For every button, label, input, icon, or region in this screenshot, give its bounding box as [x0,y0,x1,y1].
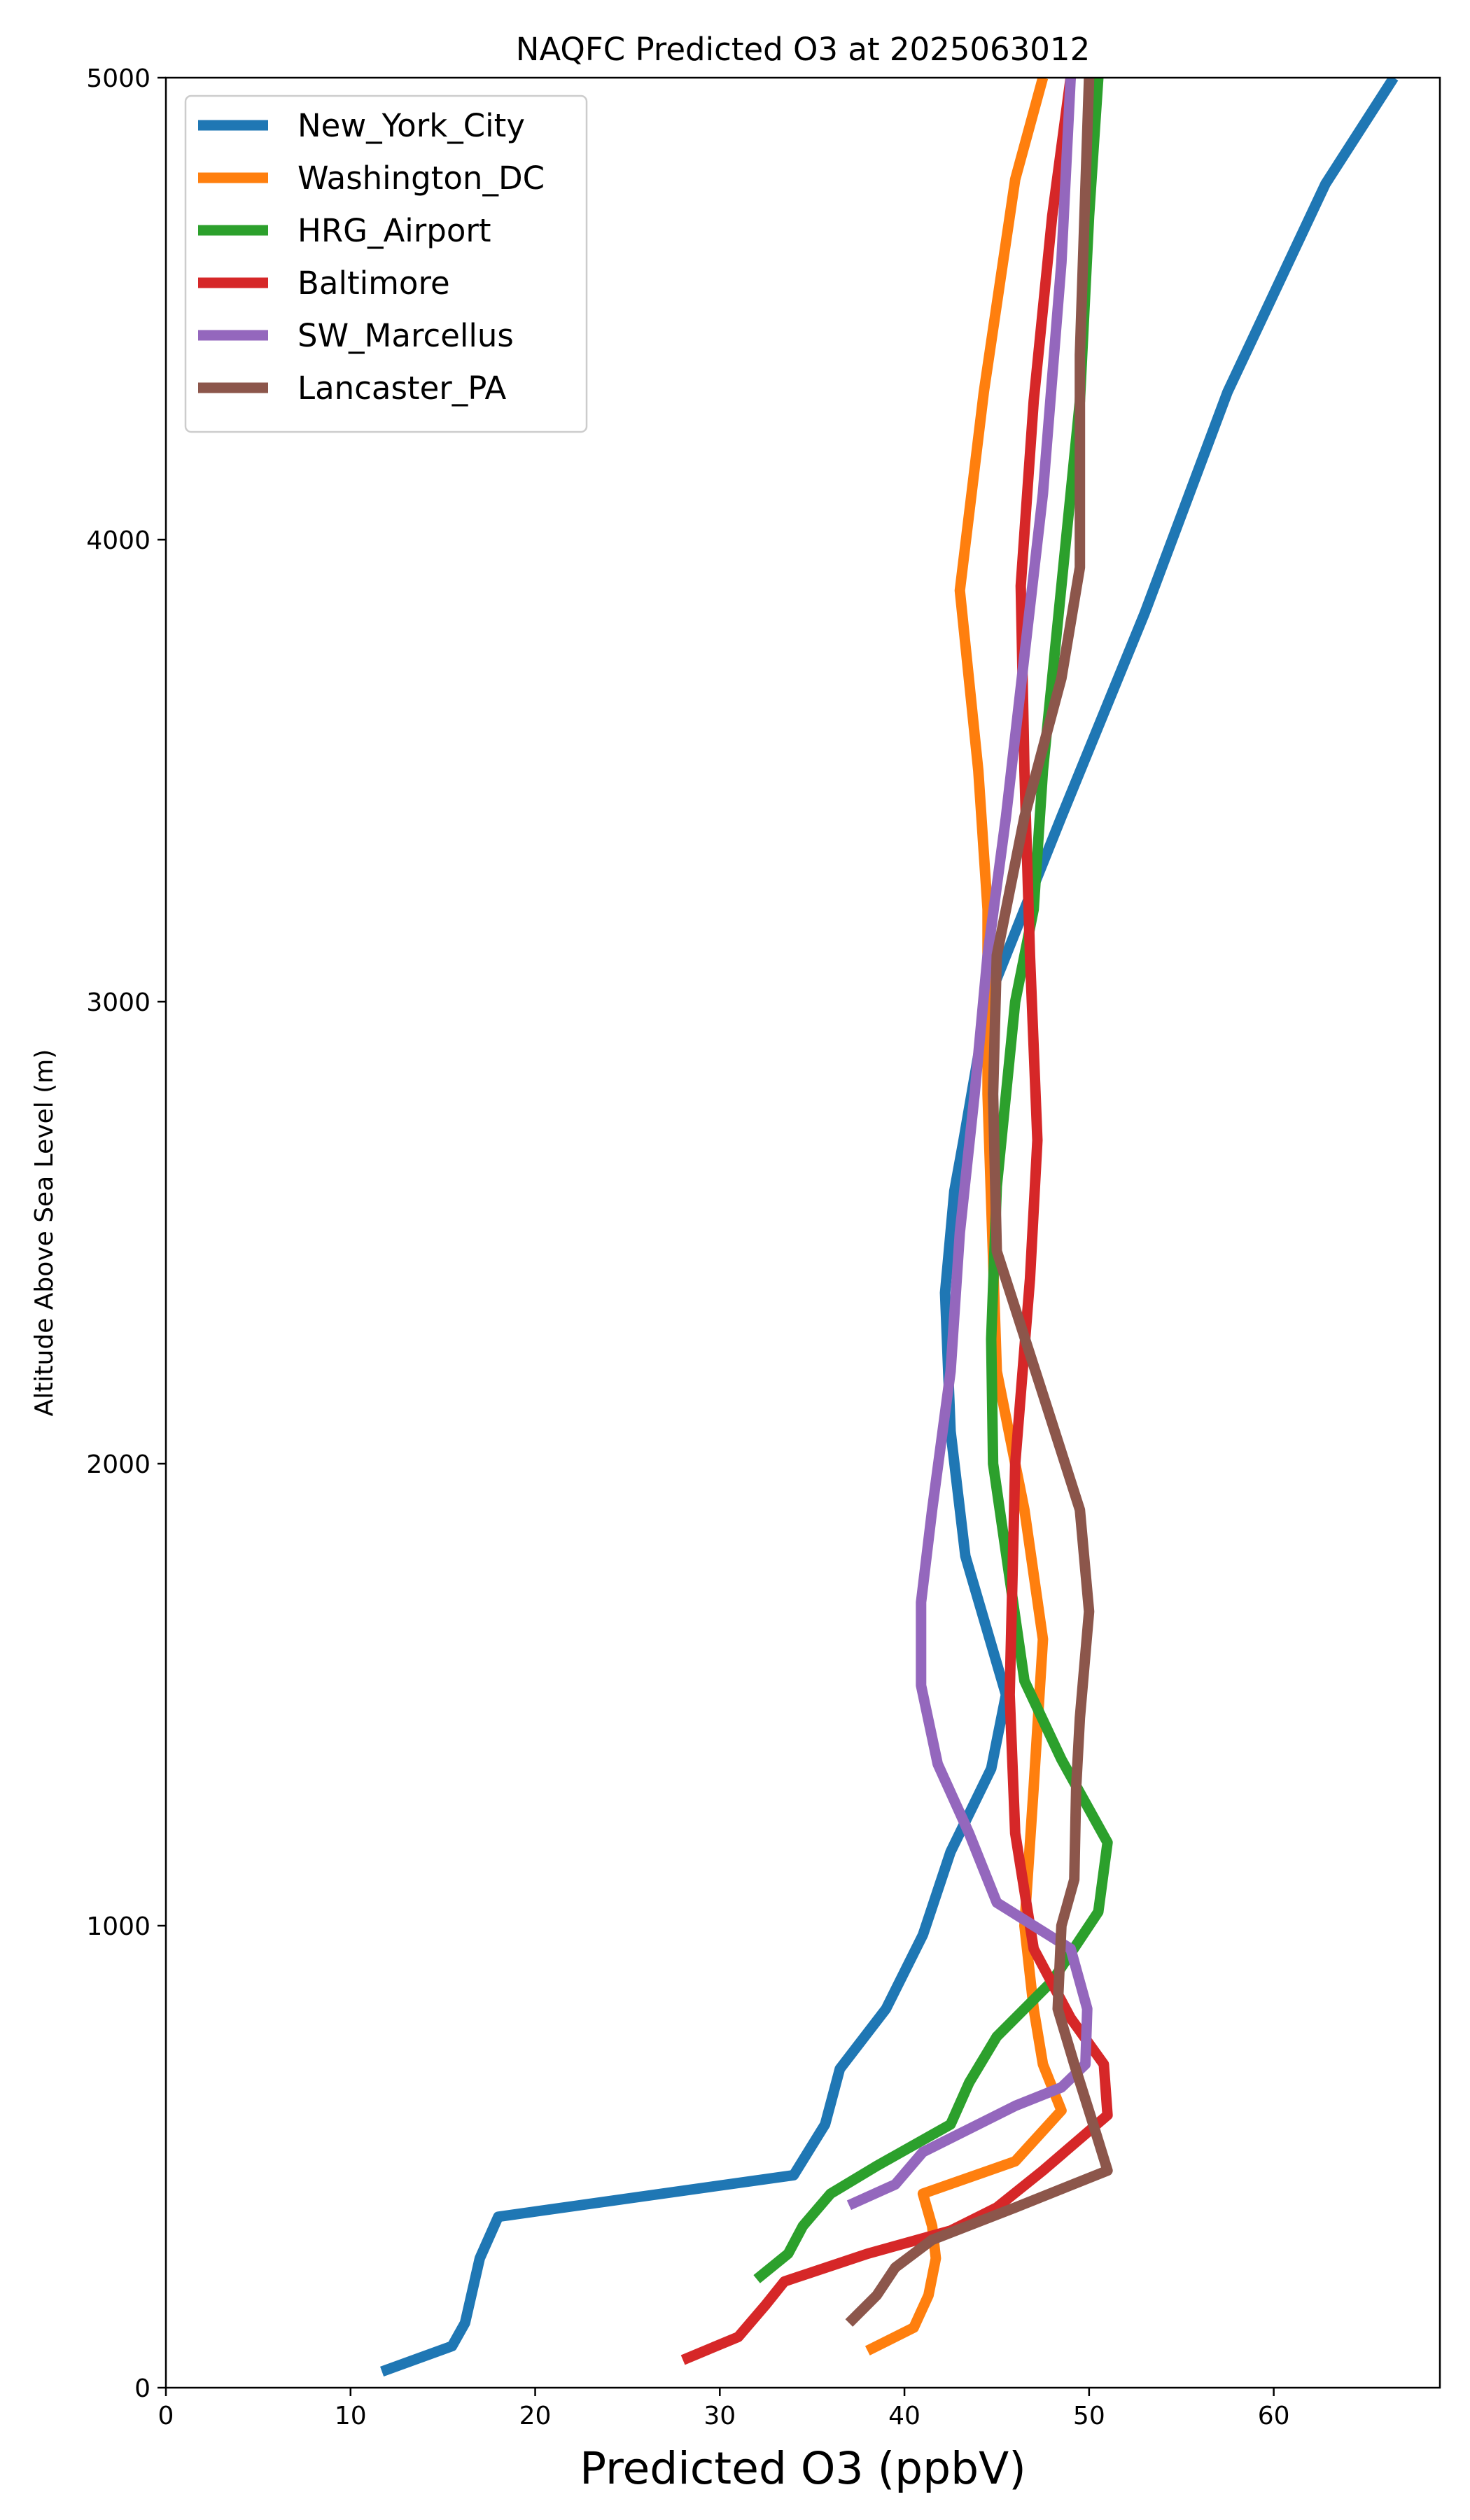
series-lines [380,78,1399,2376]
series-line-sw-marcellus [846,78,1093,2211]
plot-frame [164,76,1441,2389]
y-tick-label: 4000 [86,526,150,555]
x-tick-label: 30 [704,2402,736,2430]
y-axis-label: Altitude Above Sea Level (m) [30,1049,59,1417]
x-tick-label: 20 [519,2402,552,2430]
legend-label: HRG_Airport [298,212,491,249]
legend-label: Lancaster_PA [298,370,507,407]
legend-label: Washington_DC [298,160,545,197]
legend: New_York_City Washington_DC HRG_Airport Bal… [184,94,588,433]
y-tick-label: 5000 [86,64,150,93]
axis-ticks: 0 10 20 30 40 50 60 0 1000 2000 3000 4000 5000 [86,64,1289,2430]
y-tick-label: 2000 [86,1450,150,1479]
legend-label: Baltimore [298,265,450,302]
y-tick-label: 1000 [86,1912,150,1941]
y-tick-label: 0 [134,2374,150,2403]
x-tick-label: 60 [1258,2402,1290,2430]
x-tick-label: 40 [888,2402,920,2430]
x-tick-label: 0 [158,2402,174,2430]
legend-label: SW_Marcellus [298,317,514,354]
y-tick-label: 3000 [86,988,150,1017]
x-axis-label: Predicted O3 (ppbV) [580,2443,1026,2494]
x-tick-label: 10 [335,2402,367,2430]
chart-title: NAQFC Predicted O3 at 2025063012 [516,31,1090,68]
legend-label: New_York_City [298,107,525,144]
x-tick-label: 50 [1073,2402,1105,2430]
legend-box [184,94,588,433]
series-line-lancaster-pa [845,78,1113,2327]
